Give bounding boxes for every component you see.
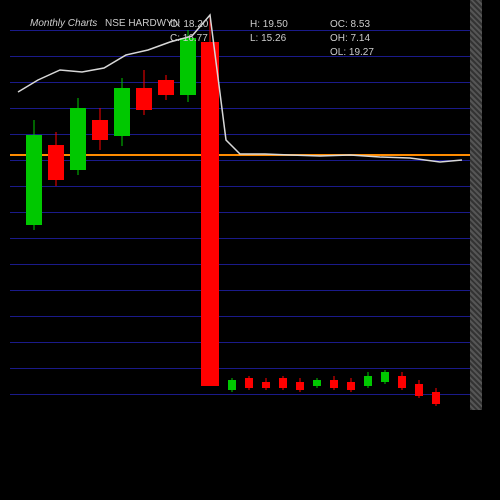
info-close: C: 16.77 [170,32,208,46]
info-low: L: 15.26 [250,32,288,46]
info-oh: OH: 7.14 [330,32,374,46]
lower-panel [10,410,470,500]
ohlc-col-3: OC: 8.53 OH: 7.14 OL: 19.27 [330,18,374,60]
chart-title: Monthly Charts [30,18,97,29]
info-open: O: 18.20 [170,18,208,32]
info-oc: OC: 8.53 [330,18,374,32]
chart-symbol: NSE HARDWYN [105,18,180,29]
candlestick-chart: Monthly Charts NSE HARDWYN O: 18.20 C: 1… [10,0,470,410]
ohlc-col-1: O: 18.20 C: 16.77 [170,18,208,46]
info-high: H: 19.50 [250,18,288,32]
info-ol: OL: 19.27 [330,46,374,60]
overlay-line-series [10,0,470,410]
scroll-edge-pattern [470,0,482,410]
ohlc-col-2: H: 19.50 L: 15.26 [250,18,288,46]
